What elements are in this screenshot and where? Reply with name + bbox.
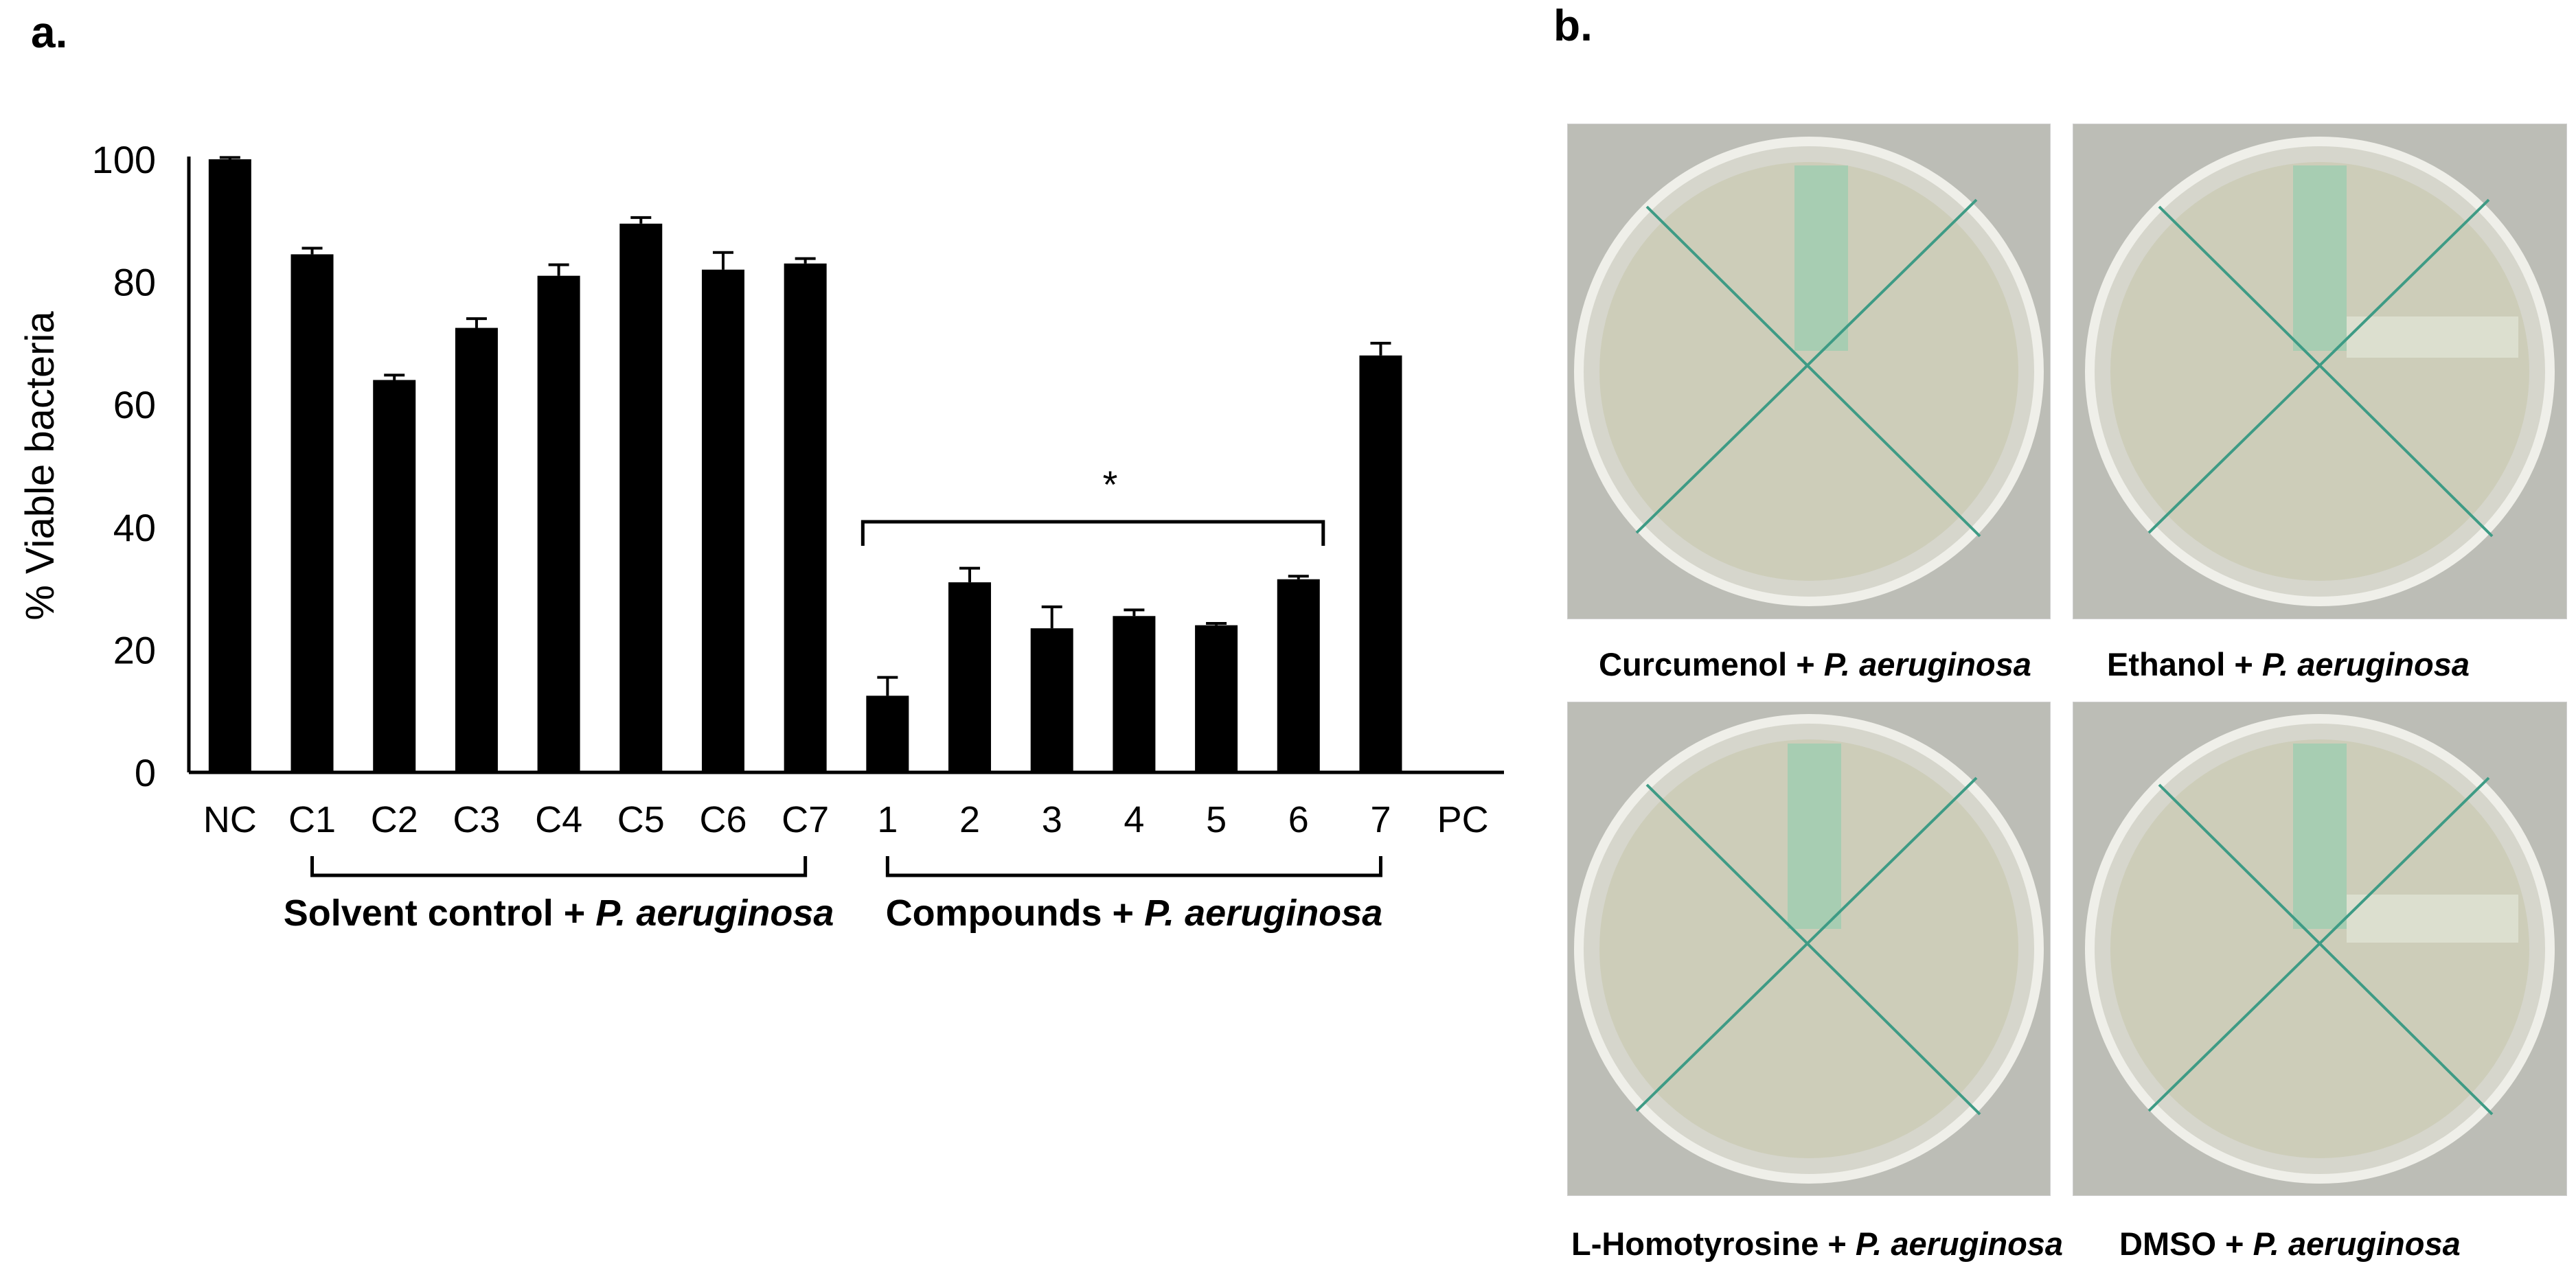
y-tick-label: 60	[113, 383, 156, 426]
plate-caption-prefix: DMSO +	[2119, 1225, 2253, 1262]
y-tick-label: 100	[92, 138, 156, 181]
bar	[948, 582, 992, 772]
x-tick-label: 6	[1288, 799, 1309, 840]
x-tick-label: 1	[877, 799, 898, 840]
plate-caption-organism: P. aeruginosa	[2261, 646, 2470, 682]
group-label: Compounds + P. aeruginosa	[886, 893, 1383, 934]
bar	[1113, 616, 1156, 772]
x-tick-label: 3	[1042, 799, 1062, 840]
significance-marker: *	[1103, 463, 1118, 506]
y-tick-label: 0	[135, 751, 156, 794]
bar	[701, 269, 744, 772]
chart-annotations: *	[310, 463, 1382, 877]
x-tick-label: C1	[288, 799, 336, 840]
x-tick-label: NC	[203, 799, 257, 840]
bar	[537, 275, 580, 772]
group-label-organism: P. aeruginosa	[1144, 893, 1382, 934]
bar	[373, 380, 416, 772]
panel-b-label: b.	[1553, 1, 1593, 50]
plate-caption-ethanol: Ethanol + P. aeruginosa	[2107, 645, 2470, 683]
plate-caption-organism: P. aeruginosa	[1855, 1225, 2064, 1262]
bar	[784, 263, 827, 772]
bar	[1359, 355, 1402, 772]
bar	[1195, 625, 1238, 772]
x-tick-label: C7	[782, 799, 829, 840]
x-tick-label: C4	[535, 799, 582, 840]
bar-chart: 0 20 40 60 80 100 % Viable bacteria NC C1 C2 C3 C4 C…	[18, 138, 1504, 934]
x-tick-label: C3	[453, 799, 500, 840]
x-tick-label: C5	[617, 799, 665, 840]
plate-caption-l-homotyrosine: L-Homotyrosine + P. aeruginosa	[1571, 1225, 2063, 1263]
plate-caption-dmso: DMSO + P. aeruginosa	[2119, 1225, 2461, 1263]
y-tick-label: 80	[113, 261, 156, 304]
x-tick-label: 5	[1206, 799, 1227, 840]
x-tick-label: 2	[959, 799, 980, 840]
bar	[455, 327, 498, 772]
plate-photo-ethanol	[2073, 124, 2567, 619]
bar	[866, 695, 909, 772]
group-bracket	[885, 856, 1382, 877]
bar	[208, 159, 251, 772]
group-label: Solvent control + P. aeruginosa	[284, 893, 834, 934]
bar	[1277, 579, 1320, 772]
group-label-organism: P. aeruginosa	[595, 893, 834, 934]
x-tick-label: 4	[1124, 799, 1144, 840]
plate-photo-l-homotyrosine	[1567, 702, 2051, 1196]
plate-caption-prefix: Curcumenol +	[1599, 646, 1824, 682]
x-tick-label: 7	[1370, 799, 1391, 840]
group-bracket	[310, 856, 808, 877]
group-label-prefix: Solvent control +	[284, 893, 596, 934]
bar	[290, 254, 334, 772]
plate-caption-organism: P. aeruginosa	[1823, 646, 2031, 682]
plate-photo-dmso	[2073, 702, 2567, 1196]
plate-caption-organism: P. aeruginosa	[2253, 1225, 2461, 1262]
bar	[619, 223, 663, 772]
bar	[1030, 628, 1073, 772]
significance-bracket	[860, 520, 1325, 546]
group-label-prefix: Compounds +	[886, 893, 1145, 934]
plate-caption-prefix: L-Homotyrosine +	[1571, 1225, 1856, 1262]
plate-photo-curcumenol	[1567, 124, 2051, 619]
y-tick-label: 20	[113, 628, 156, 671]
panel-a-label: a.	[31, 8, 68, 57]
x-tick-label: PC	[1437, 799, 1489, 840]
bar-series	[208, 156, 1402, 772]
x-tick-label: C6	[699, 799, 746, 840]
y-tick-label: 40	[113, 506, 156, 549]
plate-caption-prefix: Ethanol +	[2107, 646, 2262, 682]
x-tick-label: C2	[371, 799, 418, 840]
y-axis-title: % Viable bacteria	[18, 311, 62, 621]
chart-labels: 0 20 40 60 80 100 % Viable bacteria NC C1 C2 C3 C4 C…	[18, 138, 1489, 934]
plate-caption-curcumenol: Curcumenol + P. aeruginosa	[1599, 645, 2031, 683]
